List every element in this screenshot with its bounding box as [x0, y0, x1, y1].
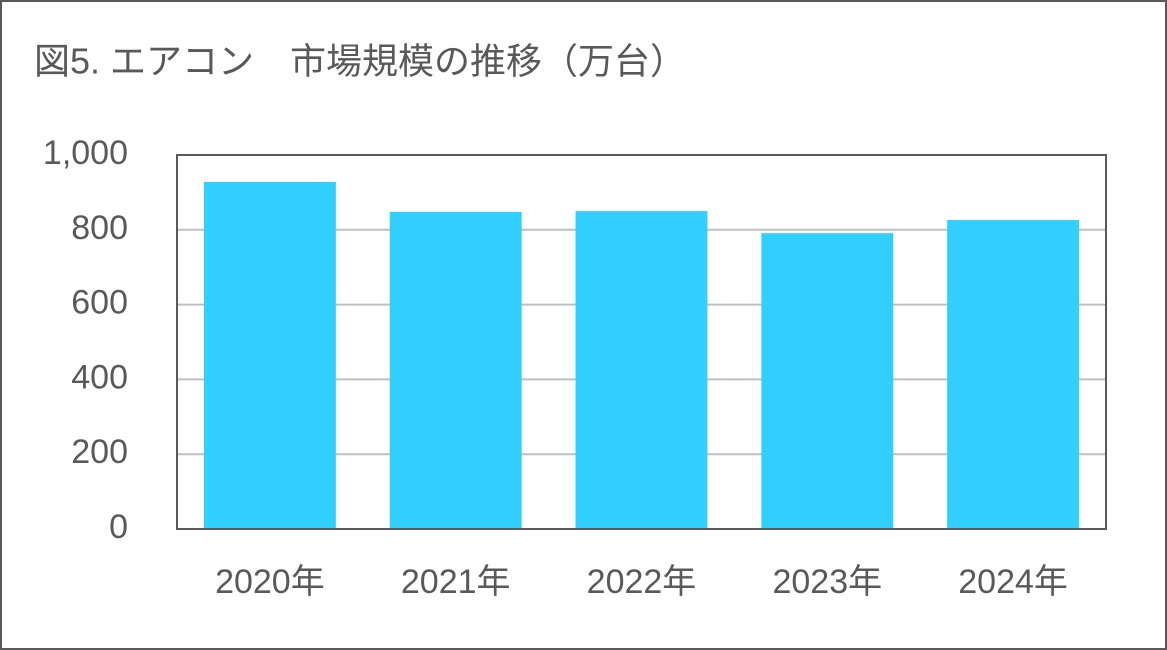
chart-title: 図5. エアコン 市場規模の推移（万台）: [34, 41, 686, 82]
x-tick-label: 2021年: [401, 563, 511, 601]
bar: [761, 233, 894, 529]
plot-area-border: [176, 154, 1107, 530]
bar: [389, 211, 522, 529]
y-tick-label: 600: [71, 284, 128, 322]
y-tick-label: 800: [71, 209, 128, 247]
bar: [575, 211, 708, 529]
y-tick-label: 400: [71, 358, 128, 396]
x-tick-label: 2022年: [587, 563, 697, 601]
x-tick-label: 2023年: [772, 563, 882, 601]
x-tick-label: 2024年: [958, 563, 1068, 601]
x-tick-label: 2020年: [215, 563, 325, 601]
y-tick-label: 200: [71, 433, 128, 471]
bar: [947, 220, 1080, 530]
bar: [203, 181, 336, 530]
y-tick-label: 0: [109, 508, 128, 546]
y-tick-label: 1,000: [43, 134, 128, 172]
